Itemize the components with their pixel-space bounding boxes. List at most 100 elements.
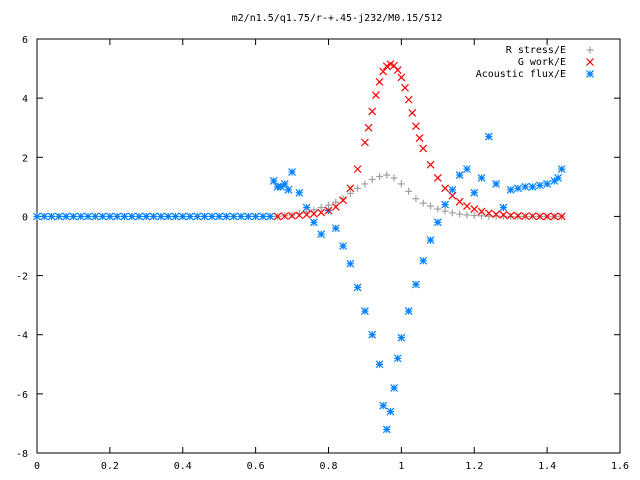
data-point bbox=[310, 206, 318, 214]
data-point bbox=[229, 212, 238, 221]
x-tick-label: 1.2 bbox=[465, 461, 483, 472]
data-point bbox=[554, 174, 562, 182]
data-point bbox=[426, 160, 435, 169]
data-point bbox=[269, 177, 278, 185]
data-point bbox=[288, 211, 296, 219]
data-point bbox=[492, 179, 501, 188]
data-point bbox=[339, 242, 347, 250]
data-point bbox=[484, 132, 493, 141]
data-point bbox=[397, 180, 405, 188]
data-point bbox=[550, 212, 559, 221]
series-plus bbox=[273, 171, 566, 220]
data-point bbox=[200, 212, 209, 221]
data-point bbox=[364, 123, 373, 132]
data-point bbox=[412, 195, 420, 203]
x-axis-ticks: 0 0.2 0.4 0.6 0.8 1 1.2 1.4 1.6 bbox=[34, 39, 629, 472]
data-point bbox=[40, 212, 49, 221]
data-point bbox=[478, 212, 486, 220]
data-point bbox=[91, 212, 100, 221]
data-point bbox=[499, 211, 508, 219]
data-point bbox=[543, 179, 552, 188]
data-point bbox=[317, 204, 325, 212]
data-point bbox=[251, 212, 260, 221]
data-point bbox=[477, 174, 486, 182]
legend: R stress/E G work/E Acoustic flux/E bbox=[476, 45, 594, 80]
data-point bbox=[427, 202, 435, 210]
data-point bbox=[379, 401, 388, 410]
data-point bbox=[397, 73, 406, 82]
data-point bbox=[105, 212, 114, 221]
x-tick-label: 1.4 bbox=[538, 461, 556, 472]
series-cross bbox=[273, 60, 566, 221]
data-point bbox=[470, 212, 478, 220]
data-point bbox=[507, 212, 515, 220]
data-point bbox=[375, 360, 384, 369]
data-point bbox=[164, 212, 173, 221]
data-point bbox=[339, 195, 347, 203]
data-point bbox=[463, 202, 471, 211]
data-series-layer bbox=[33, 60, 566, 434]
data-point bbox=[215, 212, 224, 221]
data-point bbox=[273, 212, 282, 221]
data-point bbox=[470, 205, 479, 213]
legend-marker-plus bbox=[586, 46, 594, 54]
data-point bbox=[419, 256, 428, 265]
data-point bbox=[521, 182, 530, 191]
data-point bbox=[178, 212, 187, 221]
data-point bbox=[354, 184, 362, 192]
data-point bbox=[419, 144, 428, 153]
data-point bbox=[390, 384, 399, 392]
data-point bbox=[284, 185, 293, 194]
data-point bbox=[390, 174, 398, 182]
legend-label-acoustic-flux: Acoustic flux/E bbox=[476, 69, 566, 80]
data-point bbox=[288, 168, 296, 176]
data-point bbox=[514, 211, 522, 220]
data-point bbox=[412, 122, 420, 131]
data-point bbox=[404, 95, 413, 104]
data-point bbox=[426, 236, 435, 245]
data-point bbox=[113, 212, 122, 221]
data-point bbox=[557, 212, 566, 221]
data-point bbox=[433, 218, 442, 227]
data-point bbox=[317, 208, 326, 217]
data-point bbox=[463, 165, 471, 174]
data-point bbox=[535, 212, 544, 221]
data-point bbox=[470, 188, 479, 197]
y-tick-label: -2 bbox=[16, 272, 28, 283]
data-point bbox=[135, 212, 143, 221]
data-point bbox=[382, 425, 391, 434]
data-point bbox=[463, 211, 471, 219]
data-point bbox=[33, 212, 41, 221]
data-point bbox=[492, 210, 501, 219]
data-point bbox=[441, 200, 450, 209]
data-point bbox=[382, 62, 391, 71]
data-point bbox=[288, 211, 296, 220]
data-point bbox=[76, 212, 85, 221]
data-point bbox=[375, 77, 384, 86]
data-point bbox=[376, 173, 384, 181]
data-point bbox=[331, 203, 340, 211]
y-tick-label: -4 bbox=[16, 331, 28, 342]
data-point bbox=[84, 212, 92, 221]
x-tick-label: 0.4 bbox=[174, 461, 192, 472]
data-point bbox=[393, 354, 402, 363]
data-point bbox=[484, 209, 493, 218]
legend-markers bbox=[586, 46, 594, 78]
legend-label-g-work: G work/E bbox=[518, 57, 566, 68]
data-point bbox=[434, 205, 442, 213]
data-point bbox=[142, 212, 151, 221]
data-point bbox=[408, 109, 417, 117]
data-point bbox=[47, 212, 56, 221]
data-point bbox=[506, 211, 515, 220]
data-point bbox=[448, 185, 457, 194]
data-point bbox=[295, 188, 304, 197]
x-tick-label: 0.2 bbox=[101, 461, 119, 472]
data-point bbox=[419, 199, 427, 207]
data-point bbox=[237, 212, 245, 221]
data-point bbox=[361, 180, 369, 188]
data-point bbox=[120, 212, 129, 221]
data-point bbox=[386, 407, 395, 416]
chart-title: m2/n1.5/q1.75/r-+.45-j232/M0.15/512 bbox=[232, 13, 443, 24]
data-point bbox=[455, 171, 464, 179]
legend-marker-star bbox=[586, 70, 594, 78]
